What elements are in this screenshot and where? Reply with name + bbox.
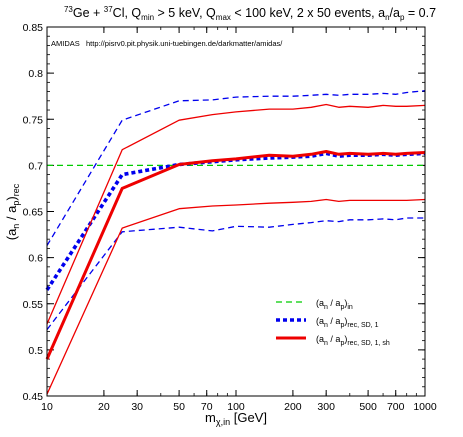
x-tick-label: 30 bbox=[131, 401, 143, 413]
y-tick-label: 0.55 bbox=[23, 299, 44, 311]
y-tick-label: 0.7 bbox=[28, 160, 43, 172]
x-tick-label: 20 bbox=[98, 401, 110, 413]
x-tick-label: 50 bbox=[173, 401, 185, 413]
y-axis-label: (an / ap)rec bbox=[4, 183, 21, 240]
chart-annotation: AMIDAS http://pisrv0.pit.physik.uni-tueb… bbox=[51, 39, 283, 48]
legend: (an / ap)in (an / ap)rec, SD, 1 (an / ap)r… bbox=[276, 298, 390, 347]
plot-frame bbox=[46, 26, 426, 397]
y-tick-label: 0.8 bbox=[28, 68, 43, 80]
y-tick-label: 0.75 bbox=[23, 114, 44, 126]
legend-label-sh: (an / ap)rec, SD, 1, sh bbox=[316, 334, 390, 347]
series-sd1_upper bbox=[46, 90, 426, 246]
tick-labels: 10 20 30 50 70 100 200 300 500 700 1000 0.45 0.5 0.55… bbox=[23, 22, 437, 413]
x-tick-label: 100 bbox=[227, 401, 245, 413]
x-tick-label: 200 bbox=[284, 401, 302, 413]
y-tick-label: 0.6 bbox=[28, 253, 43, 265]
legend-label-sd1: (an / ap)rec, SD, 1 bbox=[316, 316, 379, 329]
y-tick-label: 0.5 bbox=[28, 345, 43, 357]
x-tick-label: 10 bbox=[41, 401, 53, 413]
series-sh bbox=[45, 150, 426, 360]
x-tick-label: 1000 bbox=[413, 401, 437, 413]
series-sh_lower bbox=[46, 198, 426, 395]
x-tick-label: 700 bbox=[387, 401, 405, 413]
x-tick-label: 500 bbox=[359, 401, 377, 413]
y-tick-label: 0.85 bbox=[23, 22, 44, 34]
series-sh_upper bbox=[46, 103, 426, 325]
x-tick-label: 300 bbox=[317, 401, 335, 413]
series-sd1_lower bbox=[46, 217, 425, 330]
series-lines bbox=[45, 90, 426, 395]
legend-label-input: (an / ap)in bbox=[316, 298, 353, 311]
y-tick-label: 0.45 bbox=[23, 391, 44, 403]
y-tick-label: 0.65 bbox=[23, 207, 44, 219]
x-axis-label: mχ,in [GeV] bbox=[205, 410, 267, 427]
chart-title: 73Ge + 37Cl, Qmin > 5 keV, Qmax < 100 ke… bbox=[64, 5, 436, 22]
x-tick-label: 70 bbox=[201, 401, 213, 413]
